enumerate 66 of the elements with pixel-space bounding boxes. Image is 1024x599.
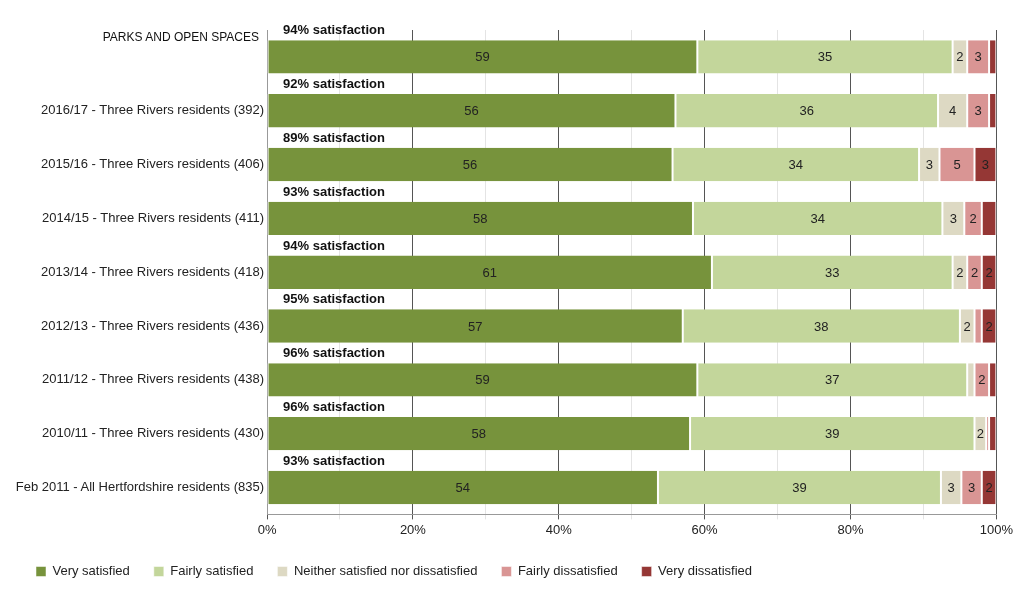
data-label: 3 (974, 103, 982, 119)
legend-label: Very dissatisfied (658, 563, 753, 579)
legend-label: Very satisfied (52, 563, 130, 579)
data-label: 2 (985, 480, 993, 496)
data-label: 2 (956, 49, 964, 65)
annotation: 95% satisfaction (283, 291, 385, 307)
x-tick-label: 80% (837, 521, 864, 537)
data-label: 2 (985, 264, 993, 280)
data-label: 56 (462, 157, 478, 173)
annotation: 94% satisfaction (283, 22, 385, 38)
data-label: 3 (967, 480, 976, 496)
x-tick-label: 60% (691, 521, 719, 537)
data-label: 3 (981, 157, 990, 173)
annotation: 93% satisfaction (283, 183, 385, 199)
data-label: 35 (817, 49, 833, 65)
legend-label: Neither satisfied nor dissatisfied (293, 563, 478, 579)
annotation: 93% satisfaction (283, 452, 385, 468)
data-label: 2 (956, 264, 964, 280)
data-label: 61 (482, 264, 497, 280)
data-label: 39 (825, 426, 840, 442)
annotation: 89% satisfaction (283, 129, 385, 145)
y-tick-label: 2011/12 - Three Rivers residents (438) (41, 371, 265, 387)
data-label: 3 (947, 480, 955, 496)
y-tick-label: 2012/13 - Three Rivers residents (436) (40, 317, 265, 333)
legend-label: Fairly satisfied (170, 563, 254, 579)
y-tick-label: 2015/16 - Three Rivers residents (406) (40, 156, 265, 172)
x-tick-label: 40% (545, 521, 573, 537)
y-tick-label: 2013/14 - Three Rivers residents (418) (40, 263, 265, 279)
data-label: 58 (473, 210, 488, 226)
data-label: 34 (810, 210, 825, 226)
data-label: 54 (455, 480, 470, 496)
data-label: 58 (471, 426, 487, 442)
data-label: 3 (974, 49, 982, 65)
data-label: 2 (976, 426, 984, 442)
data-label: 59 (475, 372, 490, 388)
data-label: 56 (464, 103, 479, 119)
data-label: 39 (792, 480, 807, 496)
data-label: 2 (970, 264, 979, 280)
data-label: 37 (825, 372, 840, 388)
data-label: 2 (978, 372, 986, 388)
x-tick-label: 0% (257, 521, 277, 537)
legend-label: Fairly dissatisfied (517, 563, 618, 579)
y-tick-label: Feb 2011 - All Hertfordshire residents (835) (15, 479, 265, 495)
x-tick-label: 20% (399, 521, 427, 537)
data-label: 5 (953, 157, 961, 173)
annotation: 92% satisfaction (283, 76, 385, 92)
data-label: 36 (799, 103, 814, 119)
data-label: 33 (825, 264, 840, 280)
data-label: 2 (963, 318, 971, 334)
y-tick-label: 2010/11 - Three Rivers residents (430) (41, 425, 265, 441)
annotation: 96% satisfaction (283, 345, 385, 361)
y-tick-label: 2016/17 - Three Rivers residents (392) (40, 102, 265, 118)
chart-title: PARKS AND OPEN SPACES (102, 30, 260, 45)
y-tick-label: 2014/15 - Three Rivers residents (411) (41, 209, 265, 225)
data-label: 2 (969, 210, 977, 226)
data-label: 3 (925, 157, 933, 173)
data-label: 59 (475, 49, 490, 65)
data-label: 34 (788, 157, 804, 173)
data-label: 38 (814, 318, 829, 334)
data-label: 57 (467, 318, 483, 334)
data-label: 4 (949, 103, 957, 119)
x-tick-label: 100% (979, 521, 1014, 537)
data-label: 3 (949, 210, 957, 226)
annotation: 96% satisfaction (283, 399, 385, 415)
data-label: 2 (985, 318, 993, 334)
annotation: 94% satisfaction (283, 237, 385, 253)
